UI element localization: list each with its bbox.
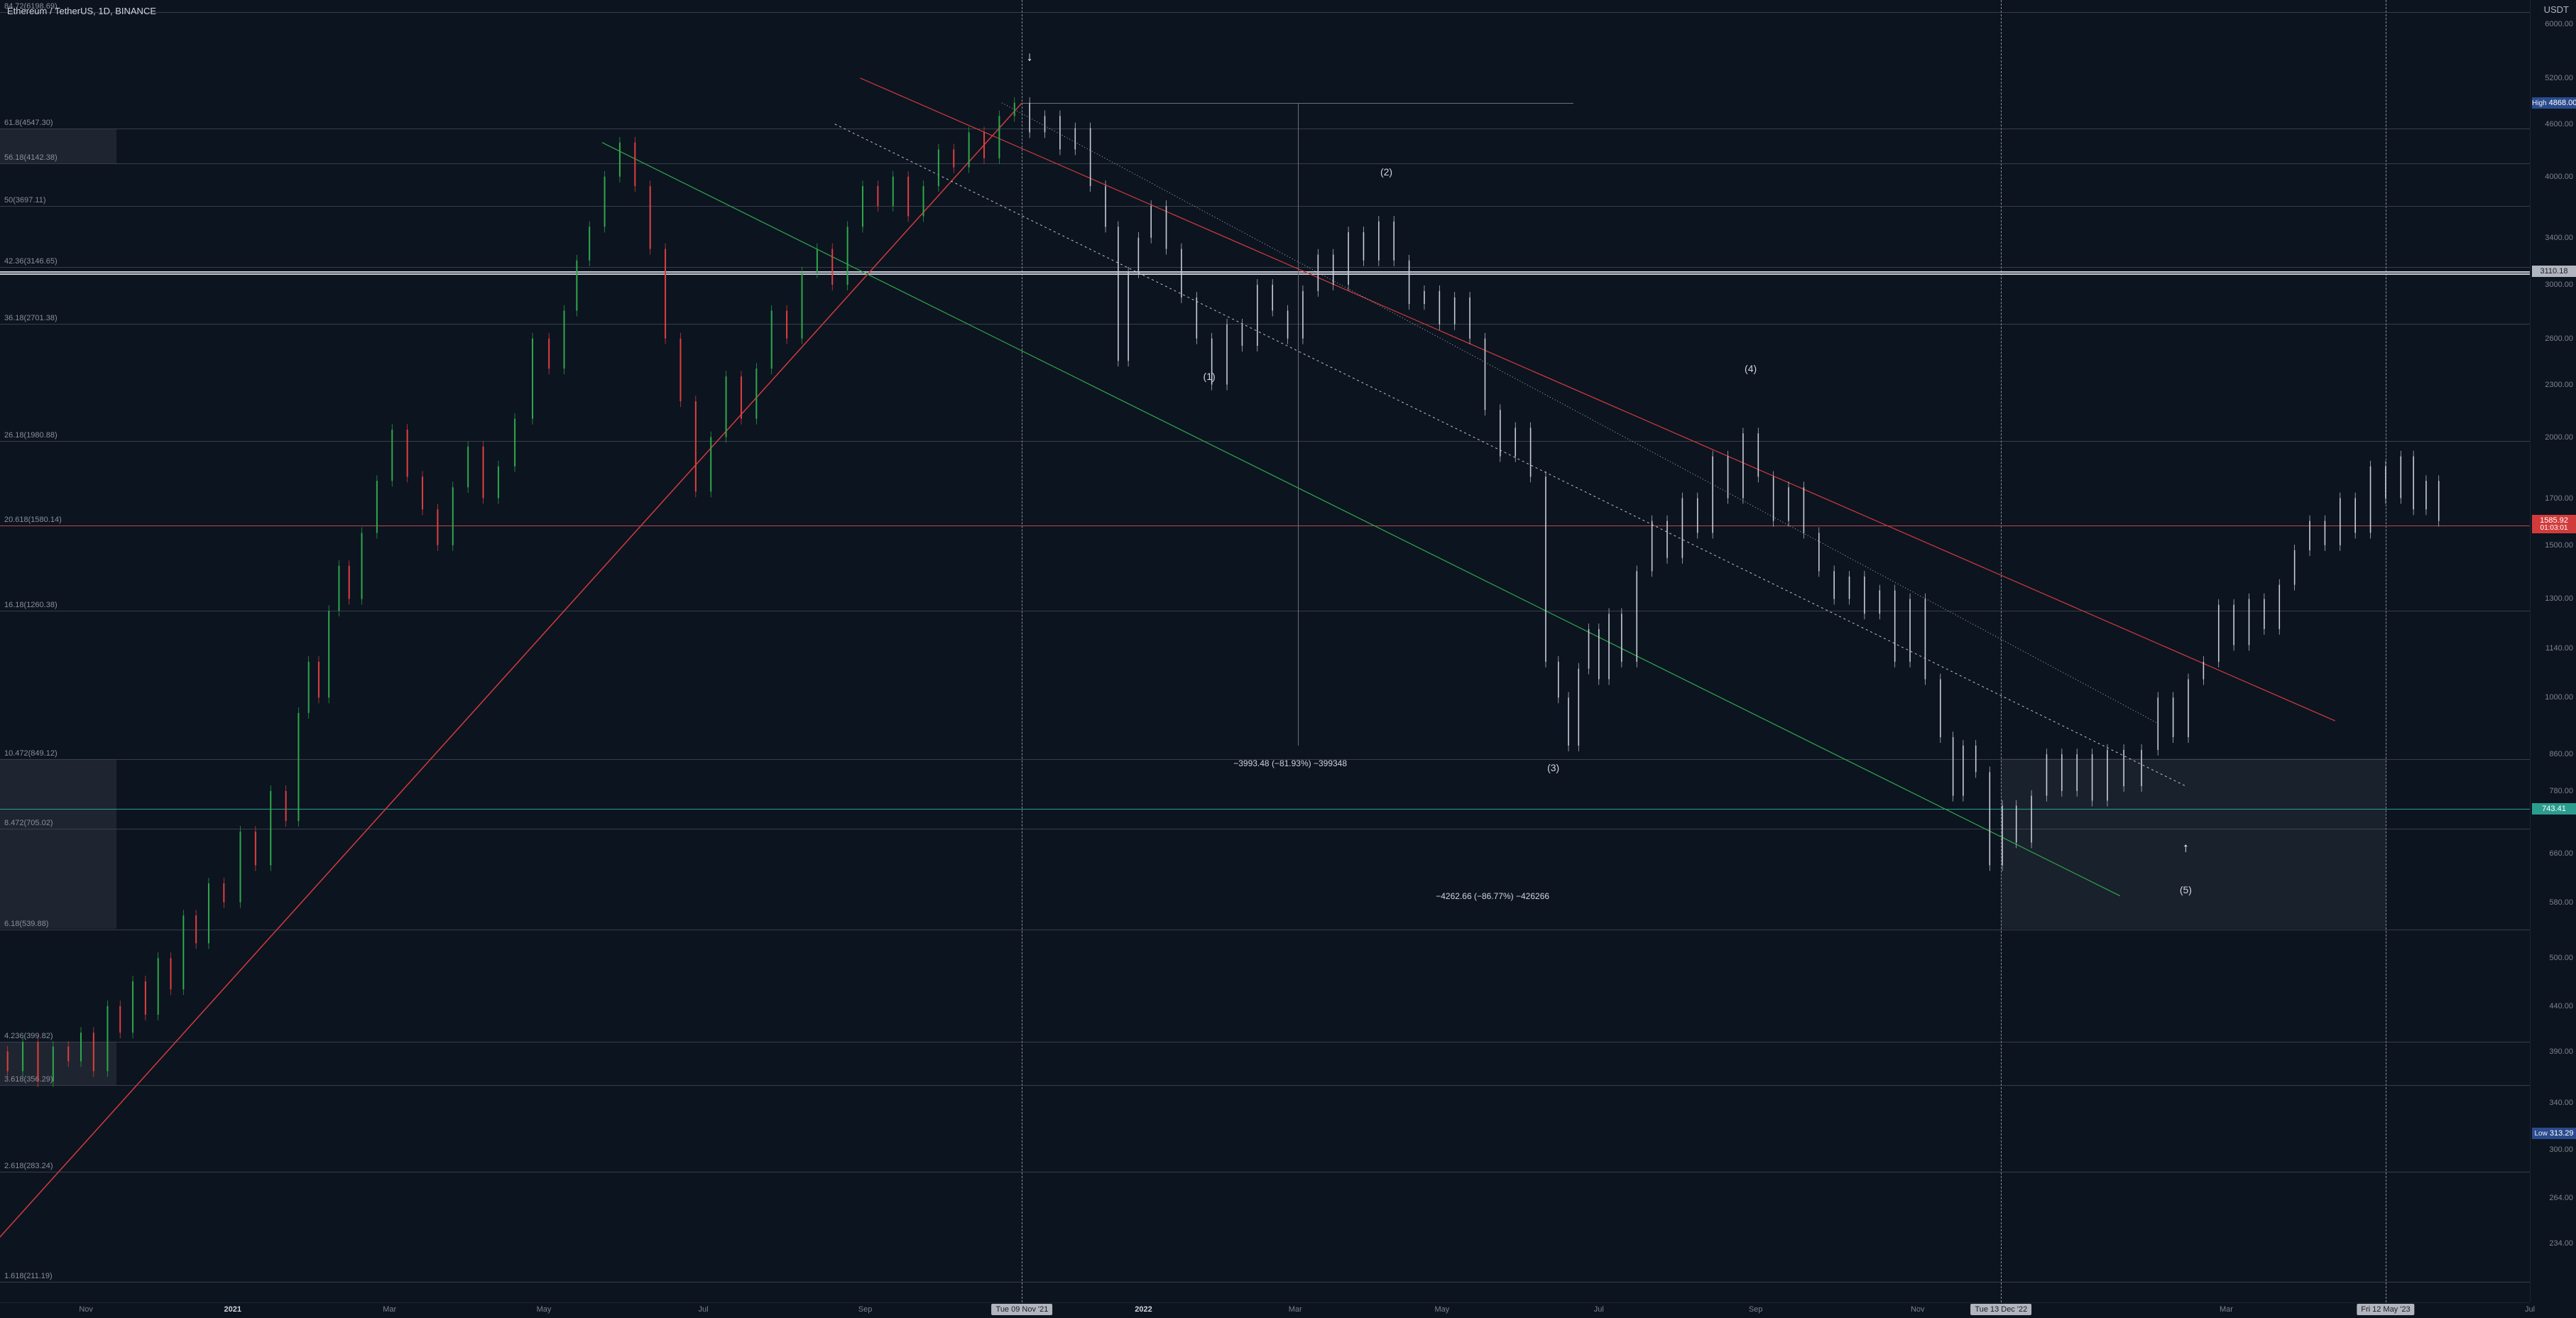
y-tick: 1500.00 <box>2545 541 2573 550</box>
x-tick: Sep <box>858 1305 873 1314</box>
fib-line[interactable] <box>0 324 2530 325</box>
y-tick: 500.00 <box>2549 954 2573 962</box>
x-tick: Jul <box>2525 1305 2535 1314</box>
x-date-tag: Tue 13 Dec '22 <box>1970 1304 2031 1315</box>
fib-label: 26.18(1980.88) <box>4 431 58 441</box>
measure-line <box>1298 103 1299 746</box>
fib-label: 6.18(539.88) <box>4 920 48 930</box>
x-date-tag: Tue 09 Nov '21 <box>992 1304 1053 1315</box>
y-tick: 1700.00 <box>2545 494 2573 503</box>
fib-label: 50(3697.11) <box>4 196 46 206</box>
y-tick: 1140.00 <box>2545 644 2573 653</box>
horizontal-line[interactable] <box>0 271 2530 273</box>
y-tick: 6000.00 <box>2545 20 2573 28</box>
crosshair-v <box>2001 0 2002 1302</box>
time-axis[interactable]: Nov 2021 Mar May Jul Sep 2022 Mar May Jul Sep Nov Ma… <box>0 1302 2530 1318</box>
fib-label: 10.472(849.12) <box>4 749 58 759</box>
fib-label: 61.8(4547.30) <box>4 119 53 129</box>
y-tick: 264.00 <box>2549 1194 2573 1202</box>
fib-label: 2.618(283.24) <box>4 1162 53 1172</box>
target-zone[interactable] <box>2001 758 2386 929</box>
y-tick: 3400.00 <box>2545 234 2573 242</box>
y-price-tag: 3110.18 <box>2532 266 2576 277</box>
x-tick: Mar <box>1289 1305 1302 1314</box>
y-tick: 5200.00 <box>2545 74 2573 82</box>
fib-zone <box>0 829 116 929</box>
measurement-label: −4262.66 (−86.77%) −426266 <box>1436 891 1549 901</box>
x-tick: Mar <box>2220 1305 2233 1314</box>
fib-line[interactable] <box>0 206 2530 207</box>
plot-area[interactable]: 84.72(6198.69)61.8(4547.30)56.18(4142.38… <box>0 0 2530 1302</box>
y-tick: 2000.00 <box>2545 433 2573 442</box>
fib-label: 56.18(4142.38) <box>4 153 58 163</box>
y-tick: 1000.00 <box>2545 693 2573 702</box>
x-tick: Nov <box>1911 1305 1925 1314</box>
y-tick: 1300.00 <box>2545 594 2573 603</box>
y-price-tag: 743.41 <box>2532 803 2576 815</box>
wave-label[interactable]: (1) <box>1204 371 1216 382</box>
quote-currency: USDT <box>2544 4 2569 15</box>
fib-label: 42.36(3146.65) <box>4 257 58 267</box>
drawing-layer <box>0 0 2530 1302</box>
y-price-tag: 1585.9201:03:01 <box>2532 515 2576 533</box>
fib-line[interactable] <box>0 267 2530 268</box>
y-tick: 390.00 <box>2549 1047 2573 1056</box>
x-tick: May <box>1435 1305 1450 1314</box>
price-axis[interactable]: 6000.00 5200.00 4600.00 4000.00 3400.00 3000.… <box>2530 0 2576 1302</box>
x-date-tag: Fri 12 May '23 <box>2357 1304 2414 1315</box>
chart-root[interactable]: Ethereum / TetherUS, 1D, BINANCE USDT 84… <box>0 0 2576 1318</box>
horizontal-line[interactable] <box>0 273 2530 275</box>
horizontal-line[interactable] <box>0 809 2530 810</box>
wave-label[interactable]: (5) <box>2180 884 2192 895</box>
fib-label: 8.472(705.02) <box>4 819 53 829</box>
fib-line[interactable] <box>0 441 2530 442</box>
chart-title: Ethereum / TetherUS, 1D, BINANCE <box>7 6 156 16</box>
y-tick: 660.00 <box>2549 849 2573 858</box>
y-tick: 860.00 <box>2549 750 2573 758</box>
y-tick: 340.00 <box>2549 1099 2573 1107</box>
fib-line[interactable] <box>0 163 2530 164</box>
x-tick: May <box>537 1305 552 1314</box>
wave-label[interactable]: (3) <box>1547 762 1559 773</box>
x-tick: Mar <box>383 1305 396 1314</box>
y-tick: 2600.00 <box>2545 334 2573 343</box>
arrow-marker: ↓ <box>1027 50 1033 65</box>
wave-label[interactable]: (2) <box>1380 166 1392 178</box>
x-tick: Sep <box>1749 1305 1763 1314</box>
arrow-marker: ↑ <box>2183 841 2189 856</box>
y-tick: 440.00 <box>2549 1002 2573 1011</box>
fib-label: 20.618(1580.14) <box>4 516 62 525</box>
x-tick: 2021 <box>224 1305 241 1314</box>
y-price-tag: Low 313.29 <box>2532 1128 2576 1139</box>
fib-label: 4.236(399.82) <box>4 1032 53 1042</box>
y-tick: 4000.00 <box>2545 173 2573 181</box>
y-tick: 4600.00 <box>2545 120 2573 129</box>
fib-line[interactable] <box>0 1085 2530 1086</box>
y-tick: 234.00 <box>2549 1239 2573 1248</box>
x-tick: Jul <box>698 1305 708 1314</box>
horizontal-line[interactable] <box>0 525 2530 526</box>
y-tick: 3000.00 <box>2545 281 2573 289</box>
measurement-label: −3993.48 (−81.93%) −399348 <box>1233 758 1347 768</box>
fib-label: 16.18(1260.38) <box>4 601 58 611</box>
x-tick: Jul <box>1594 1305 1604 1314</box>
fib-label: 3.618(356.29) <box>4 1075 53 1085</box>
x-tick: 2022 <box>1135 1305 1152 1314</box>
wave-label[interactable]: (4) <box>1745 363 1757 374</box>
y-tick: 300.00 <box>2549 1145 2573 1154</box>
fib-label: 36.18(2701.38) <box>4 314 58 324</box>
fib-label: 1.618(211.19) <box>4 1272 53 1282</box>
price-layer <box>0 0 2530 1302</box>
y-price-tag: High 4868.00 <box>2532 97 2576 109</box>
x-tick: Nov <box>79 1305 93 1314</box>
fib-line[interactable] <box>0 12 2530 13</box>
y-tick: 580.00 <box>2549 898 2573 907</box>
y-tick: 780.00 <box>2549 787 2573 795</box>
y-tick: 2300.00 <box>2545 381 2573 389</box>
